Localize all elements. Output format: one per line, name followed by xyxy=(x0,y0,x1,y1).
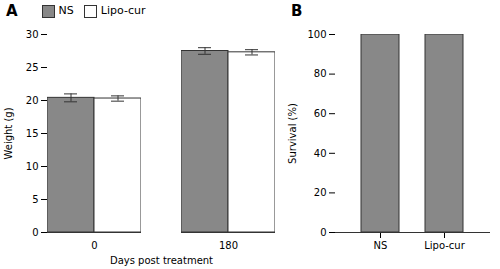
svg-text:0: 0 xyxy=(320,227,326,238)
html-text:Lipo-cur: Lipo-cur xyxy=(100,4,146,18)
svg-text:15: 15 xyxy=(26,128,39,139)
svg-text:Lipo-cur: Lipo-cur xyxy=(424,240,465,251)
html-text:NS: NS xyxy=(58,4,74,18)
svg-text:Days post treatment: Days post treatment xyxy=(110,255,213,266)
svg-text:Weight (g): Weight (g) xyxy=(3,107,14,159)
svg-text:80: 80 xyxy=(314,68,327,79)
svg-text:100: 100 xyxy=(307,29,326,40)
svg-text:20: 20 xyxy=(26,95,39,106)
svg-text:180: 180 xyxy=(219,240,238,251)
svg-text:40: 40 xyxy=(314,148,327,159)
svg-text:0: 0 xyxy=(32,227,38,238)
svg-text:Survival (%): Survival (%) xyxy=(287,103,298,164)
svg-text:NS: NS xyxy=(374,240,388,251)
svg-text:30: 30 xyxy=(26,29,39,40)
html-text:B: B xyxy=(291,2,303,20)
svg-text:10: 10 xyxy=(26,161,39,172)
svg-text:25: 25 xyxy=(26,62,39,73)
svg-text:60: 60 xyxy=(314,108,327,119)
svg-text:20: 20 xyxy=(314,187,327,198)
html-text:A: A xyxy=(6,2,18,20)
svg-text:5: 5 xyxy=(32,194,38,205)
svg-text:0: 0 xyxy=(91,240,97,251)
